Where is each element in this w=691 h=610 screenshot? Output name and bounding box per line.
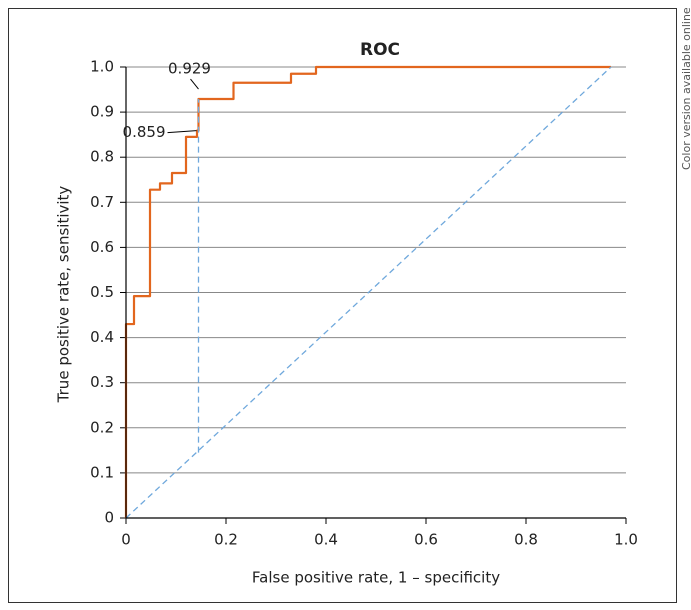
x-tick-label: 0.2 — [214, 531, 238, 549]
x-tick-label: 0.4 — [314, 531, 338, 549]
y-tick-label: 0 — [104, 509, 114, 527]
roc-line — [125, 66, 612, 519]
y-axis-label: True positive rate, sensitivity — [55, 186, 73, 404]
y-tick-label: 0.6 — [90, 238, 114, 256]
roc-line — [124, 65, 611, 518]
x-axis-label: False positive rate, 1 – specificity — [252, 569, 500, 587]
annotation-label: 0.929 — [168, 60, 211, 78]
x-tick-label: 0.8 — [514, 531, 538, 549]
y-tick-label: 1.0 — [90, 58, 114, 76]
y-tick-label: 0.8 — [90, 148, 114, 166]
x-tick-label: 1.0 — [614, 531, 638, 549]
y-tick-label: 0.7 — [90, 193, 114, 211]
annotation-leader — [167, 130, 197, 134]
x-tick-label: 0 — [121, 531, 131, 549]
y-tick-label: 0.5 — [90, 283, 114, 301]
y-tick-label: 0.4 — [90, 328, 114, 346]
x-tick-label: 0.6 — [414, 531, 438, 549]
chart-title: ROC — [360, 40, 400, 60]
side-note: Color version available online — [680, 7, 691, 170]
y-tick-label: 0.2 — [90, 418, 114, 436]
annotation-leader — [190, 78, 199, 90]
y-tick-label: 0.3 — [90, 373, 114, 391]
y-tick-label: 0.1 — [90, 463, 114, 481]
annotation-label: 0.859 — [123, 123, 166, 141]
frame — [8, 8, 677, 603]
y-tick-label: 0.9 — [90, 103, 114, 121]
